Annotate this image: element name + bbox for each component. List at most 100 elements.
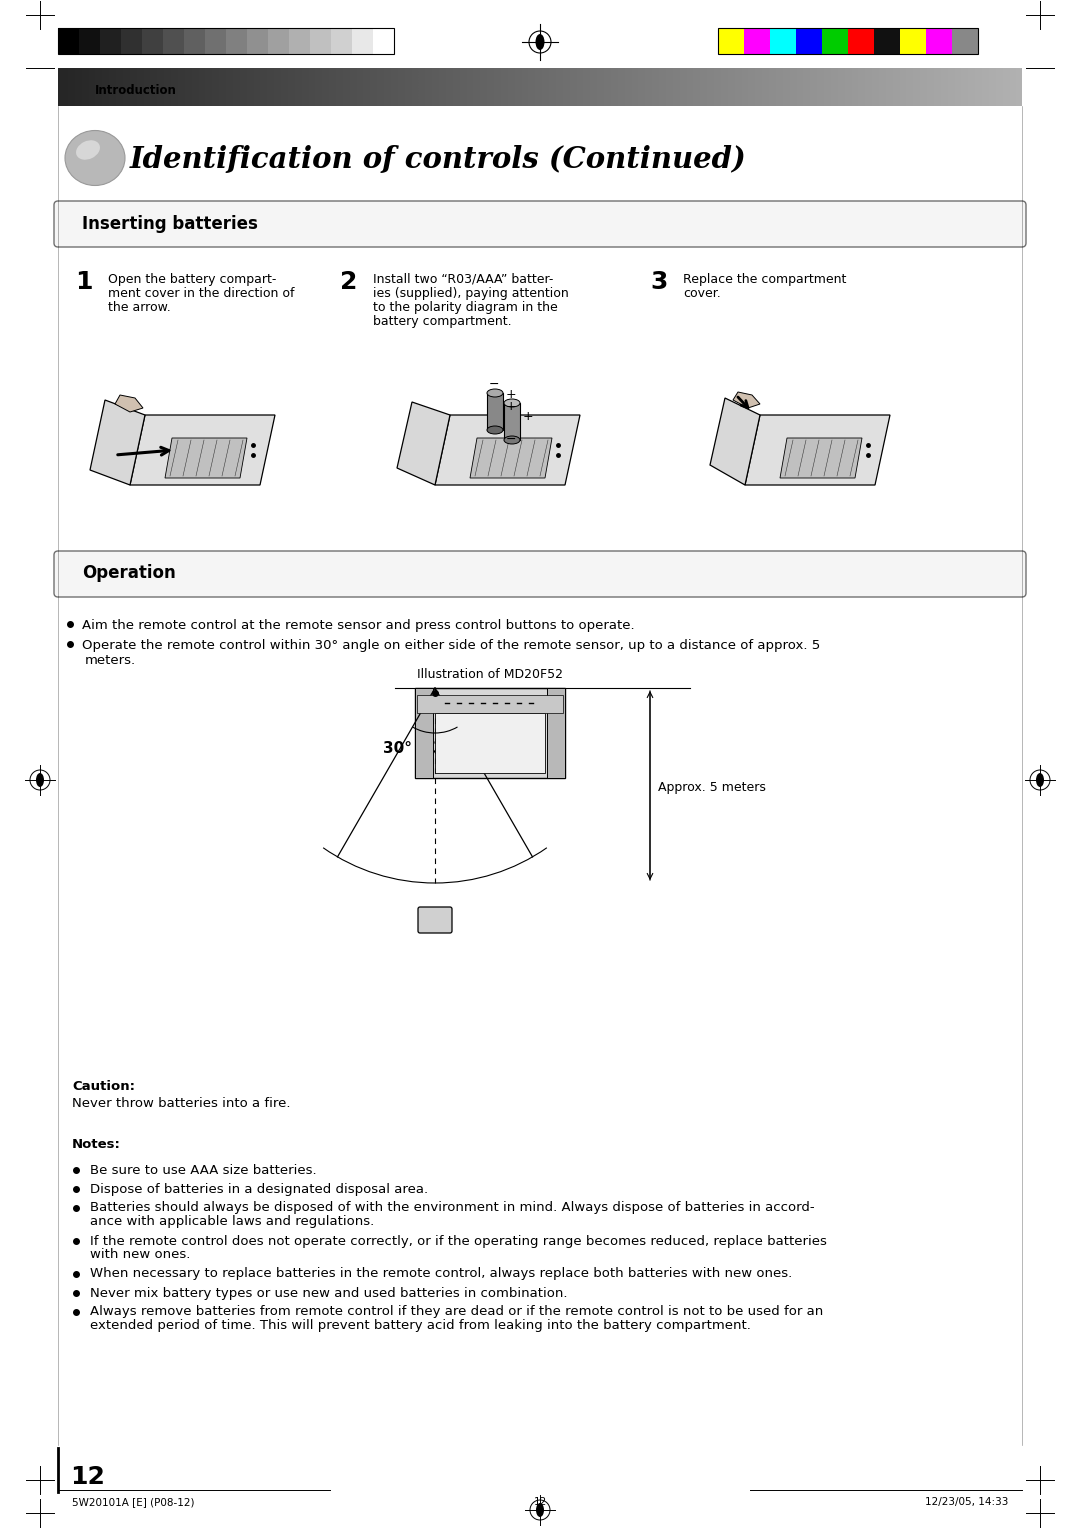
Text: When necessary to replace batteries in the remote control, always replace both b: When necessary to replace batteries in t…	[90, 1268, 793, 1280]
Polygon shape	[745, 416, 890, 484]
Polygon shape	[90, 400, 145, 484]
Ellipse shape	[76, 141, 100, 160]
Bar	[330, 28, 352, 53]
Bar	[247, 28, 268, 53]
Polygon shape	[470, 439, 552, 478]
Bar	[100, 28, 121, 53]
Text: 12/23/05, 14:33: 12/23/05, 14:33	[924, 1497, 1008, 1507]
Bar	[900, 28, 926, 53]
Text: −: −	[489, 377, 499, 391]
Bar	[373, 28, 394, 53]
Text: +: +	[507, 400, 516, 413]
Text: −: −	[505, 432, 516, 446]
Text: Never throw batteries into a fire.: Never throw batteries into a fire.	[72, 1097, 291, 1109]
Bar	[415, 688, 433, 778]
Text: +: +	[505, 388, 516, 400]
Ellipse shape	[36, 773, 44, 787]
Text: Identification of controls (Continued): Identification of controls (Continued)	[130, 145, 746, 174]
Text: If the remote control does not operate correctly, or if the operating range beco: If the remote control does not operate c…	[90, 1235, 827, 1247]
Bar	[310, 28, 330, 53]
Text: ance with applicable laws and regulations.: ance with applicable laws and regulation…	[90, 1215, 375, 1229]
Text: Never mix battery types or use new and used batteries in combination.: Never mix battery types or use new and u…	[90, 1287, 567, 1299]
Ellipse shape	[1036, 773, 1044, 787]
Bar	[268, 28, 289, 53]
Text: the arrow.: the arrow.	[108, 301, 171, 313]
FancyBboxPatch shape	[54, 202, 1026, 248]
Ellipse shape	[65, 130, 125, 185]
Text: 3: 3	[650, 270, 667, 293]
Text: ment cover in the direction of: ment cover in the direction of	[108, 287, 295, 299]
Bar	[205, 28, 226, 53]
Text: Open the battery compart-: Open the battery compart-	[108, 274, 276, 286]
Text: 12: 12	[534, 1497, 546, 1507]
Text: Notes:: Notes:	[72, 1138, 121, 1151]
Bar	[415, 688, 565, 778]
Bar	[58, 28, 79, 53]
Text: Aim the remote control at the remote sensor and press control buttons to operate: Aim the remote control at the remote sen…	[82, 619, 635, 633]
Bar	[848, 28, 874, 53]
FancyBboxPatch shape	[54, 552, 1026, 597]
Text: Batteries should always be disposed of with the environment in mind. Always disp: Batteries should always be disposed of w…	[90, 1201, 814, 1215]
Text: Operate the remote control within 30° angle on either side of the remote sensor,: Operate the remote control within 30° an…	[82, 640, 820, 652]
Bar	[718, 28, 744, 53]
Text: +: +	[523, 410, 534, 423]
Polygon shape	[710, 397, 760, 484]
Text: Dispose of batteries in a designated disposal area.: Dispose of batteries in a designated dis…	[90, 1183, 428, 1195]
Polygon shape	[504, 403, 519, 440]
Ellipse shape	[487, 426, 503, 434]
Text: battery compartment.: battery compartment.	[373, 315, 512, 329]
Bar	[770, 28, 796, 53]
Bar	[796, 28, 822, 53]
Polygon shape	[130, 416, 275, 484]
Text: meters.: meters.	[85, 654, 136, 666]
Text: Approx. 5 meters: Approx. 5 meters	[658, 781, 766, 795]
Text: Always remove batteries from remote control if they are dead or if the remote co: Always remove batteries from remote cont…	[90, 1305, 823, 1319]
Text: Caution:: Caution:	[72, 1080, 135, 1093]
Bar	[58, 28, 394, 53]
Bar	[417, 695, 563, 714]
FancyBboxPatch shape	[418, 908, 453, 934]
Bar	[546, 688, 565, 778]
Bar	[926, 28, 951, 53]
Bar	[289, 28, 310, 53]
Polygon shape	[435, 416, 580, 484]
Polygon shape	[487, 393, 503, 429]
Text: Introduction: Introduction	[95, 84, 177, 96]
Polygon shape	[733, 393, 760, 408]
Bar	[226, 28, 247, 53]
Polygon shape	[114, 396, 143, 413]
Text: 12: 12	[70, 1465, 105, 1488]
Bar	[951, 28, 978, 53]
Text: 1: 1	[75, 270, 93, 293]
Ellipse shape	[504, 435, 519, 445]
Text: Illustration of MD20F52: Illustration of MD20F52	[417, 668, 563, 681]
Polygon shape	[780, 439, 862, 478]
Text: ies (supplied), paying attention: ies (supplied), paying attention	[373, 287, 569, 299]
Text: Replace the compartment: Replace the compartment	[683, 274, 847, 286]
Text: Operation: Operation	[82, 564, 176, 582]
Ellipse shape	[487, 390, 503, 397]
Text: to the polarity diagram in the: to the polarity diagram in the	[373, 301, 557, 313]
Polygon shape	[397, 402, 450, 484]
Bar	[121, 28, 141, 53]
Text: 5W20101A [E] (P08-12): 5W20101A [E] (P08-12)	[72, 1497, 194, 1507]
Text: with new ones.: with new ones.	[90, 1248, 190, 1262]
Text: Inserting batteries: Inserting batteries	[82, 215, 258, 232]
Bar	[822, 28, 848, 53]
Bar	[874, 28, 900, 53]
Ellipse shape	[504, 399, 519, 406]
Bar	[79, 28, 100, 53]
Text: Be sure to use AAA size batteries.: Be sure to use AAA size batteries.	[90, 1163, 316, 1177]
Text: 2: 2	[340, 270, 357, 293]
Polygon shape	[165, 439, 247, 478]
Text: 30°: 30°	[382, 741, 411, 756]
Text: 30°: 30°	[432, 741, 461, 756]
Bar	[744, 28, 770, 53]
Bar	[163, 28, 184, 53]
Text: cover.: cover.	[683, 287, 720, 299]
Bar	[141, 28, 163, 53]
Ellipse shape	[536, 1504, 544, 1517]
Ellipse shape	[536, 34, 544, 50]
Bar	[352, 28, 373, 53]
Text: extended period of time. This will prevent battery acid from leaking into the ba: extended period of time. This will preve…	[90, 1320, 751, 1332]
